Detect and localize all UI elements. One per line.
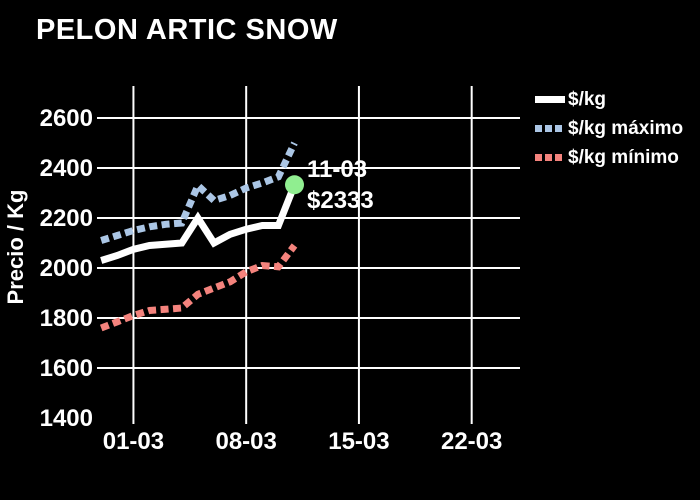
series-line-minimo xyxy=(99,243,298,332)
legend-item-minimo: $/kg mínimo xyxy=(535,143,683,172)
y-tick-label: 2200 xyxy=(40,205,93,232)
chart-title: PELON ARTIC SNOW xyxy=(36,14,338,46)
x-tick-label: 08-03 xyxy=(215,428,276,455)
last-point-annotation: 11-03 $2333 xyxy=(307,154,374,216)
y-axis-title: Precio / Kg xyxy=(3,189,28,305)
legend: $/kg $/kg máximo $/kg mínimo xyxy=(535,85,683,172)
legend-label-minimo: $/kg mínimo xyxy=(568,146,679,168)
legend-item-kg: $/kg xyxy=(535,85,683,114)
legend-swatch-dashed-min xyxy=(535,154,565,161)
annotation-price: $2333 xyxy=(307,187,374,214)
y-tick-label: 2000 xyxy=(40,255,93,282)
x-tick-label: 01-03 xyxy=(103,428,164,455)
legend-label-maximo: $/kg máximo xyxy=(568,117,684,139)
legend-item-maximo: $/kg máximo xyxy=(535,114,683,143)
x-tick-label: 15-03 xyxy=(328,428,389,455)
series-line-kg xyxy=(100,183,298,264)
y-tick-label: 2600 xyxy=(40,105,93,132)
y-tick-label: 2400 xyxy=(40,155,93,182)
legend-label-kg: $/kg xyxy=(568,88,607,110)
legend-swatch-solid-line xyxy=(535,96,565,103)
y-tick-label: 1800 xyxy=(40,305,93,332)
legend-swatch-dashed-max xyxy=(535,125,565,132)
highlight-dot xyxy=(285,175,305,195)
y-tick-label: 1600 xyxy=(40,355,93,382)
y-tick-label: 1400 xyxy=(40,405,93,432)
annotation-date: 11-03 xyxy=(307,156,368,183)
x-tick-label: 22-03 xyxy=(441,428,502,455)
